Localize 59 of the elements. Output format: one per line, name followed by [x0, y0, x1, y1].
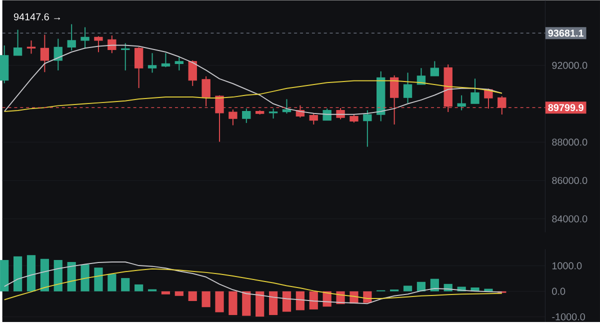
bar	[296, 291, 304, 310]
annotation: 94147.6 →	[14, 14, 60, 21]
candlestick	[26, 40, 36, 54]
candlestick	[148, 52, 157, 74]
candlestick	[121, 42, 130, 72]
candlestick	[309, 112, 318, 126]
bar	[134, 284, 144, 292]
y-tick-label: 0.0	[552, 288, 566, 295]
candlestick	[242, 108, 251, 124]
bar	[403, 286, 412, 292]
bar	[161, 291, 170, 295]
candlestick	[94, 36, 103, 53]
y-tick-label: 84000.0	[552, 216, 588, 223]
bar	[416, 282, 426, 292]
candlestick	[134, 46, 144, 89]
bar	[108, 274, 116, 292]
bar	[430, 278, 439, 292]
bar	[67, 262, 76, 292]
bar	[13, 256, 22, 292]
candlestick	[470, 78, 480, 104]
bar	[174, 291, 184, 296]
candlestick	[108, 35, 116, 54]
candlestick	[228, 109, 238, 126]
bar	[202, 291, 210, 308]
bar	[242, 291, 251, 316]
bar	[80, 264, 90, 292]
bar	[256, 291, 264, 317]
bar	[215, 291, 224, 312]
bar	[40, 259, 49, 292]
bar	[26, 255, 36, 292]
y-tick-label: 86000.0	[552, 177, 588, 184]
bar	[0, 260, 9, 292]
y-tick-label: 1000.0	[552, 262, 582, 270]
bar	[309, 291, 318, 310]
candlestick	[80, 26, 90, 50]
ref-line-label: 89799.9	[548, 104, 584, 112]
candlestick	[40, 34, 50, 73]
bar	[188, 291, 197, 302]
candlestick	[457, 95, 466, 111]
candlestick	[282, 98, 292, 114]
bar	[121, 278, 130, 292]
candlestick	[13, 29, 22, 56]
candlestick	[403, 72, 412, 104]
bar	[282, 291, 292, 312]
candlestick	[188, 60, 197, 87]
candlestick	[67, 24, 76, 52]
candlestick	[174, 56, 184, 72]
y-tick-label: -1000.0	[552, 313, 585, 321]
bar	[94, 268, 103, 292]
ref-line-label: 93681.1	[548, 30, 584, 37]
candlestick	[430, 60, 439, 77]
bar	[228, 291, 238, 316]
candlestick	[268, 108, 278, 120]
candlestick	[161, 52, 170, 68]
bar	[268, 291, 278, 316]
bar	[54, 260, 62, 292]
candlestick	[363, 110, 372, 148]
y-tick-label: 92000.0	[552, 62, 588, 70]
y-tick-label: 88000.0	[552, 138, 588, 146]
